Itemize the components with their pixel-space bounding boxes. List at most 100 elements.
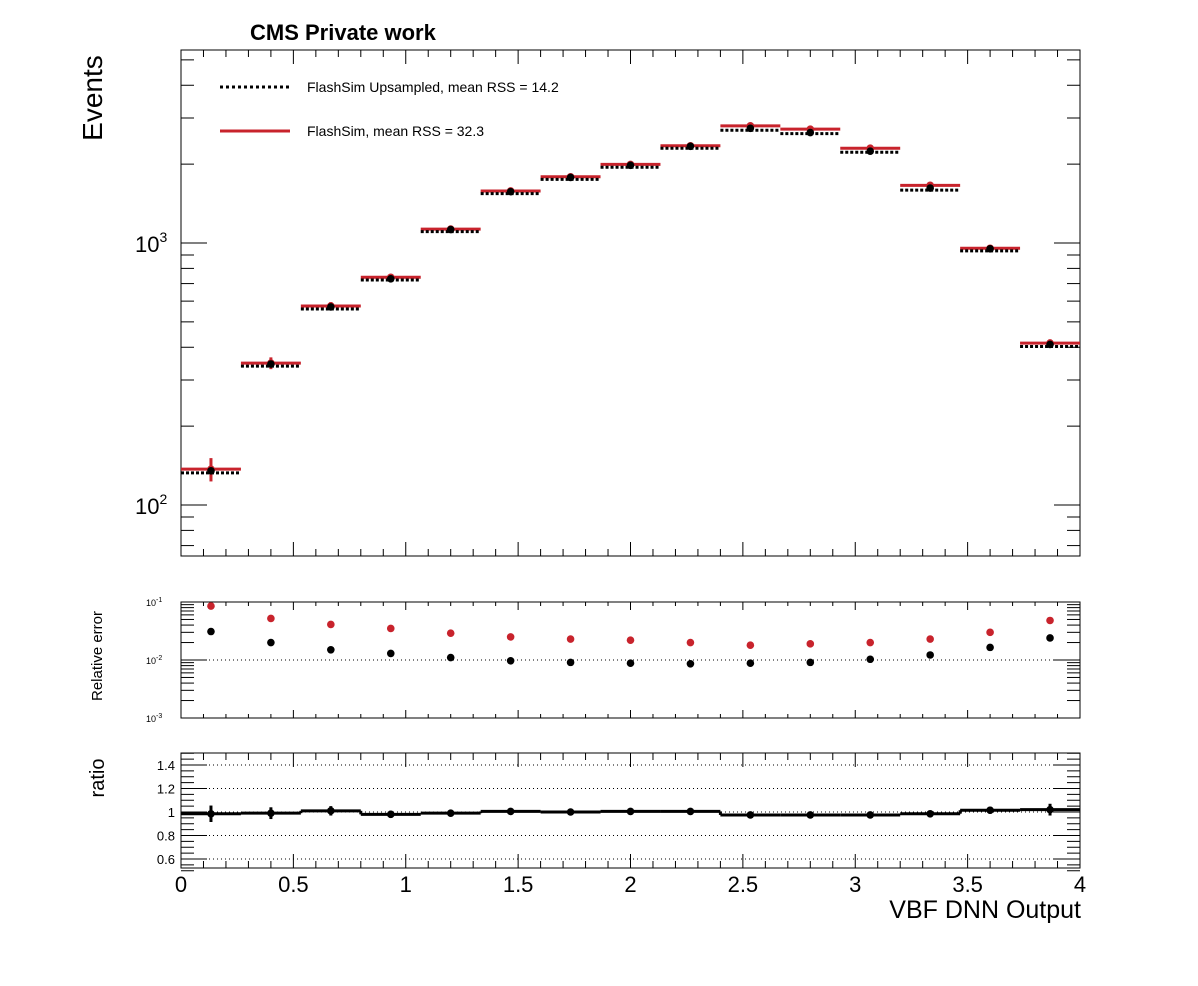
y-tick-exponent: -1 [156, 597, 162, 604]
flashsim-relative-error-point [267, 614, 275, 623]
flashsim-relative-error-point [446, 629, 455, 637]
y-tick-label: 10-2 [146, 655, 162, 666]
ratio-point [806, 811, 815, 819]
y-tick-label: 102 [135, 491, 167, 519]
flashsim-relative-error-point [207, 602, 215, 610]
x-tick-label: 0.5 [278, 872, 309, 897]
ratio-panel: 0.6 0.8 1 1.2 1.4 0 0.5 1 1.5 2 2.5 3 3.5 4 ratio VB… [87, 752, 1086, 924]
upsampled-relative-error-point [327, 645, 335, 654]
upsampled-point [626, 161, 635, 170]
flashsim-relative-error-point [566, 635, 575, 643]
x-axis-label: VBF DNN Output [889, 896, 1081, 924]
flashsim-relative-error-point [746, 641, 755, 649]
ratio-point [446, 809, 455, 817]
upsampled-relative-error-point [806, 658, 815, 667]
ratio-y-axis-label: ratio [87, 759, 109, 798]
flashsim-relative-error-point [806, 640, 815, 648]
chart-title: CMS Private work [250, 20, 437, 45]
upsampled-relative-error-point [746, 659, 755, 668]
y-tick-exponent: 2 [159, 491, 167, 507]
ratio-point [267, 809, 275, 817]
upsampled-point [506, 187, 515, 196]
upsampled-point [267, 360, 275, 368]
upsampled-point [327, 303, 335, 311]
flashsim-relative-error-point [506, 633, 515, 641]
ratio-point [866, 811, 875, 819]
upsampled-relative-error-point [267, 638, 275, 647]
main-x-ticks [180, 50, 1081, 556]
x-tick-label: 1 [400, 872, 412, 897]
ratio-point [986, 806, 994, 815]
legend: FlashSim Upsampled, mean RSS = 14.2 Flas… [220, 79, 559, 139]
upsampled-point [386, 275, 395, 283]
ratio-point [327, 807, 335, 815]
upsampled-point [446, 225, 455, 234]
relative-error-x-ticks [180, 602, 1081, 718]
x-tick-label: 0 [175, 872, 187, 897]
upsampled-relative-error-point [207, 627, 215, 636]
flashsim-relative-error-point [386, 624, 395, 633]
flashsim-relative-error-point [327, 620, 335, 629]
ratio-y-tick-label: 1.4 [157, 758, 175, 773]
y-tick-exponent: 3 [159, 229, 167, 245]
main-y-axis-label: Events [77, 55, 108, 141]
upsampled-point [866, 147, 875, 156]
flashsim-relative-error-point [986, 628, 994, 637]
flashsim-relative-error-point [686, 638, 695, 647]
upsampled-point [986, 245, 994, 253]
x-tick-label: 1.5 [503, 872, 534, 897]
y-tick-label: 10-3 [146, 713, 162, 724]
upsampled-relative-error-point [566, 658, 575, 667]
ratio-point [686, 807, 695, 816]
ratio-point [386, 810, 395, 819]
main-y-axis: 102 103 [135, 59, 1080, 547]
ratio-y-tick-label: 0.6 [157, 852, 175, 867]
upsampled-point [207, 467, 215, 475]
upsampled-relative-error-point [1046, 634, 1054, 642]
ratio-marks [181, 803, 1080, 822]
upsampled-point [686, 142, 695, 151]
upsampled-relative-error-point [446, 653, 455, 662]
ratio-y-tick-label: 0.8 [157, 829, 175, 844]
upsampled-relative-error-point [506, 656, 515, 665]
main-plot-marks [181, 122, 1080, 482]
ratio-point [926, 809, 934, 818]
flashsim-relative-error-point [866, 638, 875, 647]
x-tick-label: 3 [849, 872, 861, 897]
relative-error-panel: 10-3 10-2 10-1 Relative error [89, 597, 1081, 724]
legend-upsampled-label: FlashSim Upsampled, mean RSS = 14.2 [307, 79, 559, 95]
relative-error-y-axis: 10-3 10-2 10-1 [146, 597, 1080, 724]
upsampled-relative-error-point [986, 643, 994, 652]
x-tick-label: 2 [624, 872, 636, 897]
ratio-point [506, 807, 515, 816]
upsampled-point [806, 128, 815, 137]
flashsim-relative-error-point [926, 635, 934, 643]
ratio-y-tick-label: 1 [168, 805, 175, 820]
ratio-x-axis: 0 0.5 1 1.5 2 2.5 3 3.5 4 [175, 753, 1086, 897]
upsampled-relative-error-point [866, 655, 875, 664]
ratio-point [566, 808, 575, 816]
flashsim-relative-error-point [1046, 616, 1054, 625]
x-tick-label: 4 [1074, 872, 1086, 897]
upsampled-relative-error-point [686, 659, 695, 668]
legend-flashsim-label: FlashSim, mean RSS = 32.3 [307, 123, 484, 139]
y-tick-exponent: -2 [156, 655, 162, 662]
ratio-point [1046, 805, 1054, 814]
ratio-point [626, 807, 635, 816]
upsampled-point [926, 184, 934, 192]
relative-error-marks [181, 602, 1080, 668]
ratio-point [207, 809, 215, 818]
ratio-point [746, 811, 755, 819]
x-tick-label: 2.5 [728, 872, 759, 897]
y-tick-label: 10-1 [146, 597, 162, 608]
upsampled-point [1046, 340, 1054, 349]
ratio-y-tick-label: 1.2 [157, 782, 175, 797]
upsampled-point [566, 173, 575, 182]
x-tick-label: 3.5 [952, 872, 983, 897]
upsampled-point [746, 124, 755, 133]
relative-error-y-axis-label: Relative error [89, 611, 106, 701]
upsampled-relative-error-point [626, 659, 635, 668]
upsampled-relative-error-point [386, 649, 395, 658]
main-panel: 102 103 Events FlashSim Upsampled, mean R… [77, 49, 1081, 557]
